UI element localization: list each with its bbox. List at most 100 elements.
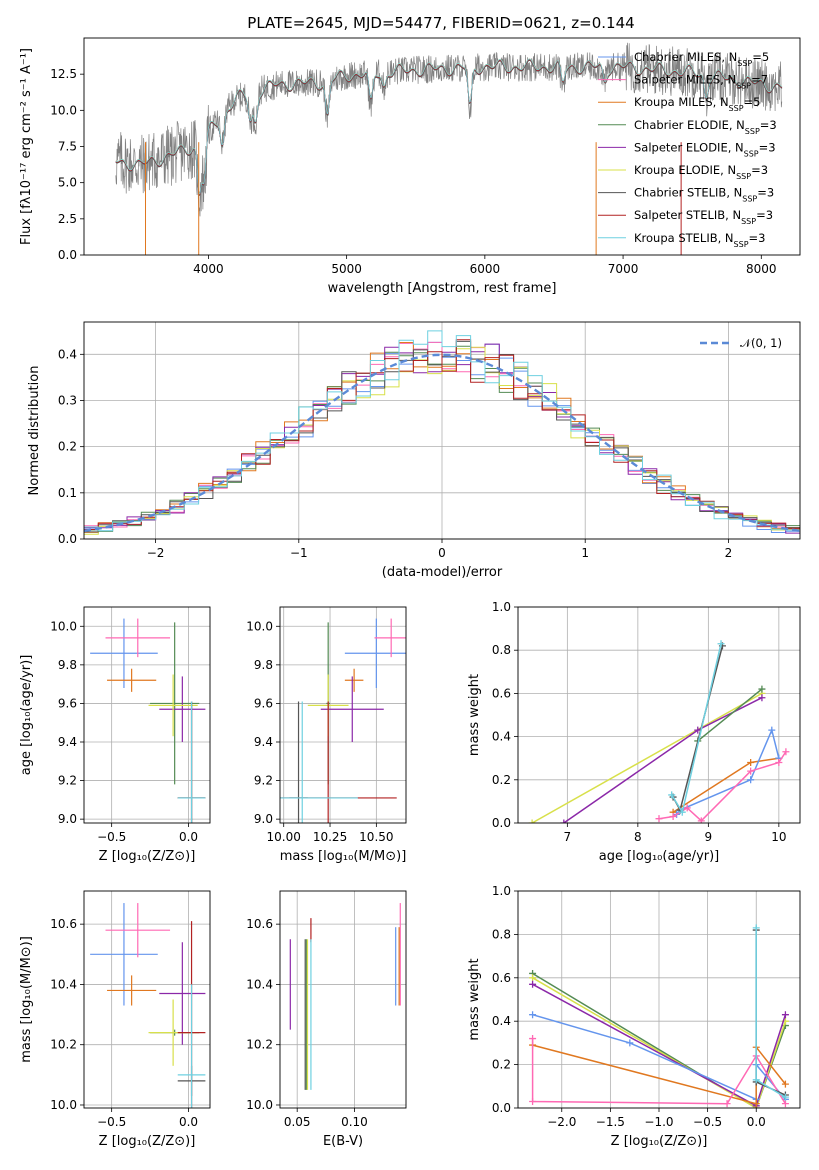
x-tick-label: 0 (438, 546, 446, 560)
x-tick-label: 2 (725, 546, 733, 560)
legend-label: Salpeter MILES, NSSP=7 (634, 73, 768, 91)
spectrum-ylabel: Flux [fλ10⁻¹⁷ erg cm⁻² s⁻¹ A⁻¹] (19, 48, 34, 245)
spectrum-plot (115, 42, 783, 255)
x-tick-label: 4000 (193, 262, 224, 276)
weight-marker (529, 1035, 537, 1043)
weight-vs-age-ylabel: mass weight (467, 674, 482, 756)
mass-vs-Z-xlabel: Z [log₁₀(Z/Z⊙)] (99, 1134, 196, 1149)
age-vs-mass-ticks: 10.00 10.25 10.50 9.0 9.2 9.4 9.6 9.8 10.0 (246, 619, 393, 844)
spectrum-ticks: 4000 5000 6000 7000 8000 0.0 2.5 5.0 7.5 10.0 12.5 (50, 67, 776, 276)
weight-marker (560, 819, 568, 823)
x-tick-label: 0.0 (747, 1115, 766, 1129)
weight-marker (752, 924, 760, 932)
residuals-ylabel: Normed distribution (27, 366, 42, 496)
x-tick-label: 10 (771, 830, 786, 844)
weight-vs-Z-plot (529, 924, 789, 1108)
x-tick-label: 7 (564, 830, 572, 844)
weight-marker (768, 726, 776, 734)
age-vs-Z-frame (83, 606, 211, 824)
legend-label: Salpeter ELODIE, NSSP=3 (634, 140, 776, 158)
y-tick-label: 0.6 (492, 686, 511, 700)
x-tick-label: −1.5 (596, 1115, 625, 1129)
legend-label: 𝒩(0, 1) (740, 336, 782, 350)
weight-marker (717, 640, 725, 648)
weight-line-chabrier-elodie (532, 972, 787, 1108)
weight-line-salpeter-elodie (563, 697, 763, 823)
x-tick-label: 0.0 (179, 830, 198, 844)
mass-vs-Z-axes (84, 891, 210, 1108)
x-tick-label: 0.05 (284, 1115, 311, 1129)
y-tick-label: 9.8 (254, 658, 273, 672)
weight-marker (781, 1093, 789, 1101)
weight-marker (678, 808, 686, 816)
x-tick-label: −1 (290, 546, 308, 560)
y-tick-label: 10.6 (246, 917, 273, 931)
weight-marker (529, 1011, 537, 1019)
x-tick-label: −0.5 (97, 830, 126, 844)
mass-vs-Z-plot (90, 903, 206, 1108)
spectrum-frame (83, 37, 801, 256)
weight-marker (747, 759, 755, 767)
weight-vs-Z-frame (517, 890, 801, 1109)
weight-vs-Z-ticks: −2.0 −1.5 −1.0 −0.5 0.0 0.0 0.2 0.4 0.6 0.8 1.0 (492, 884, 766, 1129)
age-vs-mass-plot (280, 618, 406, 823)
x-tick-label: 6000 (470, 262, 501, 276)
legend-label: Chabrier STELIB, NSSP=3 (634, 186, 774, 204)
y-tick-label: 9.0 (254, 812, 273, 826)
age-vs-Z-xlabel: Z [log₁₀(Z/Z⊙)] (99, 849, 196, 864)
y-tick-label: 10.4 (246, 977, 273, 991)
weight-vs-age-plot (528, 640, 790, 823)
weight-line-kroupa-stelib (755, 927, 786, 1098)
weight-marker (747, 767, 755, 775)
x-tick-label: 7000 (608, 262, 639, 276)
y-tick-label: 10.4 (50, 977, 77, 991)
x-tick-label: −2.0 (547, 1115, 576, 1129)
weight-marker (781, 1011, 789, 1019)
mass-vs-Z-ticks: −0.5 0.0 10.0 10.2 10.4 10.6 (50, 917, 198, 1129)
x-tick-label: −0.5 (97, 1115, 126, 1129)
weight-marker (655, 815, 663, 823)
y-tick-label: 10.6 (50, 917, 77, 931)
weight-vs-age-frame (517, 606, 801, 824)
y-tick-label: 7.5 (58, 140, 77, 154)
weight-marker (528, 819, 536, 823)
y-tick-label: 0.8 (492, 643, 511, 657)
y-tick-label: 0.2 (492, 773, 511, 787)
x-tick-label: 5000 (331, 262, 362, 276)
mass-vs-ebv-plot (289, 903, 401, 1090)
weight-marker (758, 694, 766, 702)
weight-marker (782, 748, 790, 756)
y-tick-label: 9.2 (58, 774, 77, 788)
y-tick-label: 1.0 (492, 884, 511, 898)
y-tick-label: 9.8 (58, 658, 77, 672)
x-tick-label: 9 (705, 830, 713, 844)
weight-marker (697, 817, 705, 823)
mass-vs-Z-ylabel: mass [log₁₀(M/M⊙)] (19, 936, 34, 1063)
y-tick-label: 10.0 (50, 103, 77, 117)
weight-marker (723, 1100, 731, 1108)
y-tick-label: 9.0 (58, 812, 77, 826)
legend-label: Chabrier ELODIE, NSSP=3 (634, 118, 777, 136)
mass-vs-Z-frame (83, 890, 211, 1109)
legend-label: Kroupa ELODIE, NSSP=3 (634, 163, 768, 181)
y-tick-label: 0.0 (492, 816, 511, 830)
x-tick-label: 8000 (746, 262, 777, 276)
y-tick-label: 0.3 (58, 393, 77, 407)
weight-marker (775, 759, 783, 767)
age-vs-Z-ticks: −0.5 0.0 9.0 9.2 9.4 9.6 9.8 10.0 (50, 619, 198, 844)
residuals-xlabel: (data-model)/error (382, 565, 503, 580)
y-tick-label: 0.4 (492, 1014, 511, 1028)
weight-vs-age-xlabel: age [log₁₀(age/yr)] (599, 849, 720, 864)
age-vs-mass-axes (280, 607, 406, 823)
y-tick-label: 9.2 (254, 774, 273, 788)
weight-marker (626, 1039, 634, 1047)
age-vs-Z-axes (84, 607, 210, 823)
y-tick-label: 0.8 (492, 927, 511, 941)
weight-marker (529, 980, 537, 988)
x-tick-label: −0.5 (693, 1115, 722, 1129)
residuals-ticks: −2 −1 0 1 2 0.0 0.1 0.2 0.3 0.4 (58, 347, 732, 560)
x-tick-label: 10.00 (267, 830, 301, 844)
weight-marker (747, 776, 755, 784)
weight-line-kroupa-elodie (532, 977, 787, 1108)
